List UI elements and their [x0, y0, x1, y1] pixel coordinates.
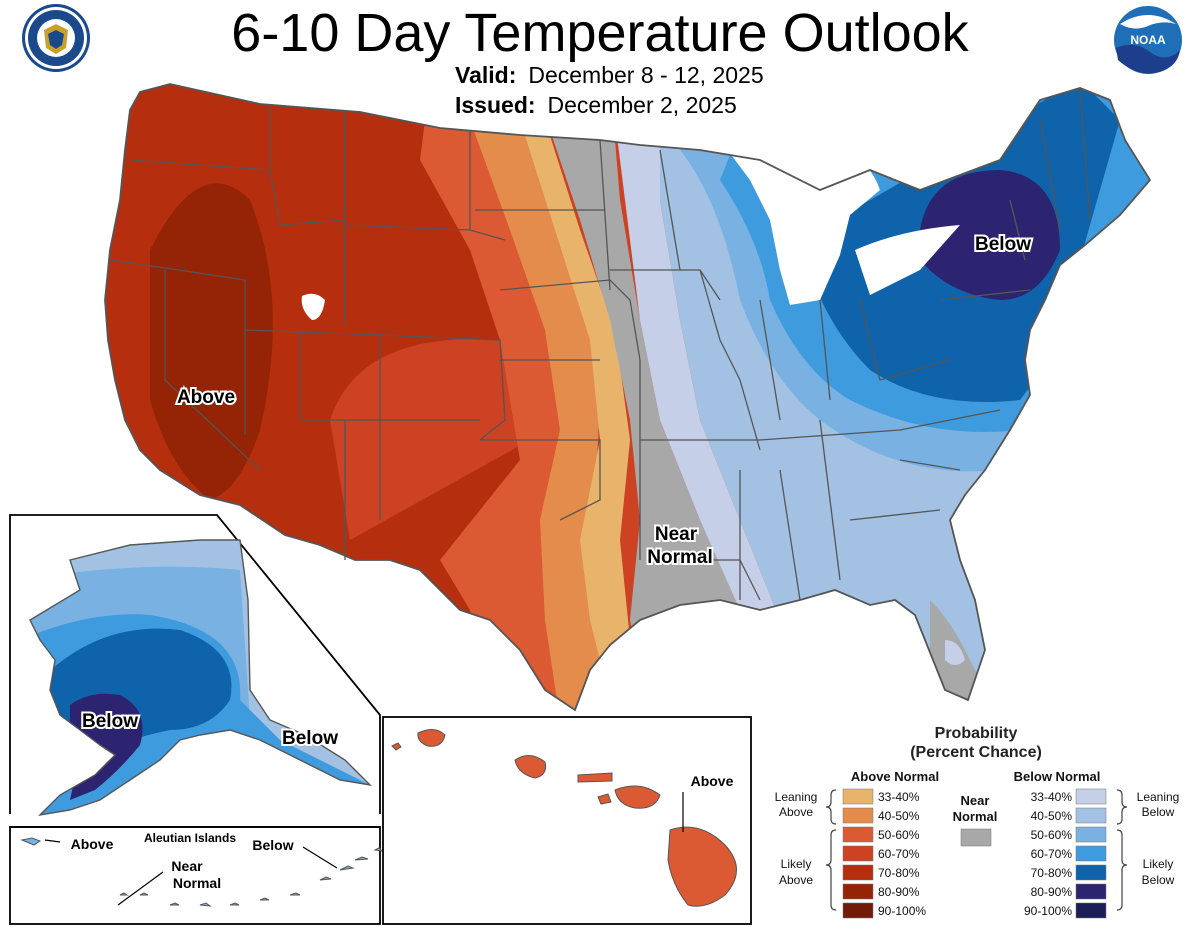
island-niihau: [391, 742, 402, 751]
legend-below-label: 60-70%: [1031, 847, 1073, 861]
legend-above-swatch: [842, 788, 874, 805]
issued-value: December 2, 2025: [547, 92, 737, 118]
valid-dates: Valid: December 8 - 12, 2025: [455, 62, 764, 89]
legend-below-label: 90-100%: [1024, 904, 1072, 918]
legend-above-label: 50-60%: [878, 828, 920, 842]
label-alaska-below-west: Below: [82, 711, 138, 732]
island-oahu: [514, 755, 546, 779]
legend-below-label: 50-60%: [1031, 828, 1073, 842]
legend-below-header: Below Normal: [1014, 769, 1101, 784]
legend-above-swatch: [842, 902, 874, 919]
legend-below-swatch: [1075, 807, 1107, 824]
legend-below-swatch: [1075, 788, 1107, 805]
commerce-seal-icon: [22, 4, 90, 72]
issued-date: Issued: December 2, 2025: [455, 92, 737, 119]
legend-leaning-above-line1: Leaning: [775, 790, 818, 804]
hawaii-inset: [382, 716, 752, 925]
legend-title-line1: Probability: [935, 725, 1018, 742]
label-aleutian-islands: Aleutian Islands: [144, 831, 236, 845]
great-lakes: [720, 136, 960, 305]
island-molokai: [577, 772, 613, 783]
legend-likely-below-line2: Below: [1142, 873, 1175, 887]
label-aleutian-near-line2: Normal: [173, 875, 221, 891]
legend-below-label: 40-50%: [1031, 809, 1073, 823]
island-maui: [597, 785, 661, 809]
legend-above-label: 90-100%: [878, 904, 926, 918]
legend-above-swatch: [842, 807, 874, 824]
legend-leaning-below-line1: Leaning: [1137, 790, 1180, 804]
legend-leaning-below-line2: Below: [1142, 805, 1175, 819]
label-aleutian-above: Above: [71, 836, 114, 852]
legend-above-label: 40-50%: [878, 809, 920, 823]
label-near-normal-line2: Normal: [647, 547, 712, 568]
aleutian-islands: [20, 837, 384, 907]
map-title: 6-10 Day Temperature Outlook: [231, 3, 969, 63]
state-borders: [111, 87, 1091, 601]
valid-label: Valid:: [455, 62, 517, 88]
valid-value: December 8 - 12, 2025: [528, 62, 764, 88]
legend-below-swatch: [1075, 864, 1107, 881]
legend-above-swatch: [842, 845, 874, 862]
legend-near-normal-swatch: [960, 828, 992, 847]
legend-above-swatch: [842, 826, 874, 843]
legend-below-swatch: [1075, 883, 1107, 900]
noaa-logo-icon: NOAA: [1114, 6, 1182, 74]
label-alaska-below-southeast: Below: [282, 728, 338, 749]
issued-label: Issued:: [455, 92, 536, 118]
legend-above-label: 33-40%: [878, 790, 920, 804]
conus-shading: [105, 84, 1150, 710]
legend-leaning-above-line2: Above: [779, 805, 813, 819]
legend-near-header-line2: Normal: [953, 809, 998, 824]
legend-below-label: 80-90%: [1031, 885, 1073, 899]
alaska-outline: [29, 539, 373, 817]
legend: Probability (Percent Chance) Above Norma…: [775, 725, 1180, 919]
legend-likely-above-line1: Likely: [781, 857, 812, 871]
legend-above-swatch: [842, 864, 874, 881]
label-aleutian-near-line1: Near: [171, 858, 203, 874]
conus-outline: [104, 83, 1152, 712]
noaa-logo-text: NOAA: [1130, 33, 1166, 47]
island-kauai: [417, 729, 446, 747]
legend-below-label: 33-40%: [1031, 790, 1073, 804]
legend-below-swatch: [1075, 845, 1107, 862]
legend-likely-above-line2: Above: [779, 873, 813, 887]
label-aleutian-below: Below: [252, 837, 293, 853]
legend-above-header: Above Normal: [851, 769, 939, 784]
great-salt-lake: [301, 293, 325, 320]
label-below-northeast: Below: [975, 234, 1031, 255]
legend-above-label: 70-80%: [878, 866, 920, 880]
legend-above-swatch: [842, 883, 874, 900]
legend-above-label: 80-90%: [878, 885, 920, 899]
legend-above-label: 60-70%: [878, 847, 920, 861]
legend-below-swatch: [1075, 826, 1107, 843]
legend-likely-below-line1: Likely: [1143, 857, 1174, 871]
legend-below-label: 70-80%: [1031, 866, 1073, 880]
legend-near-header-line1: Near: [961, 793, 990, 808]
island-hawaii: [667, 826, 737, 907]
label-above-west: Above: [177, 387, 235, 408]
label-near-normal-line1: Near: [655, 524, 698, 545]
legend-title-line2: (Percent Chance): [910, 744, 1042, 761]
label-hawaii-above: Above: [691, 773, 734, 789]
legend-below-swatch: [1075, 902, 1107, 919]
